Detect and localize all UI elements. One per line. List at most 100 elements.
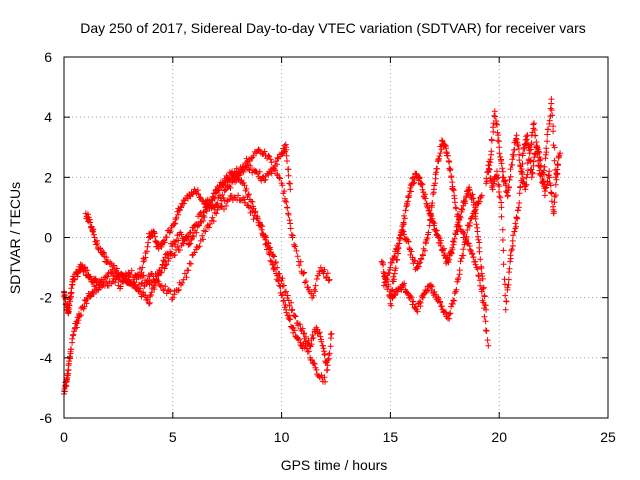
data-point [131,279,138,286]
data-point [384,286,391,293]
data-point [516,200,523,206]
data-point [523,181,530,188]
data-point [462,198,469,205]
data-point [548,190,555,197]
data-point [446,159,453,165]
data-point [220,194,227,201]
data-point [267,257,274,264]
data-point [456,216,462,223]
data-point [163,234,170,241]
data-point [526,150,533,157]
data-point [449,186,456,193]
data-point [97,246,104,252]
data-point [451,235,458,242]
data-point [389,259,395,266]
data-point [256,168,263,175]
data-point [184,237,190,244]
data-point [537,156,544,163]
data-point [99,281,106,287]
data-point [166,229,173,236]
data-point [456,223,463,230]
data-point [378,258,385,265]
data-point [76,313,83,320]
data-point [315,330,322,337]
data-point [400,220,407,227]
data-point [286,217,293,224]
data-point [410,180,417,187]
data-point [401,231,408,238]
data-point [515,207,522,214]
data-point [522,183,529,189]
data-point [448,174,455,181]
data-point [451,239,457,245]
data-point [512,220,519,227]
data-point [221,206,227,213]
data-point [551,199,558,206]
data-point [516,157,523,164]
data-point [481,313,488,320]
data-point [436,153,443,160]
data-point [117,283,124,290]
data-point [487,175,494,182]
data-point [419,181,426,188]
data-point [69,335,76,342]
data-point [312,282,319,289]
data-point [452,199,458,206]
data-point [416,174,423,181]
data-point [496,183,503,190]
data-point [155,271,162,278]
data-point [185,267,192,274]
data-point [539,169,546,176]
data-point [470,195,477,202]
data-point [496,144,503,151]
data-point [274,171,280,177]
data-point [536,157,543,164]
data-point [495,174,502,181]
data-point [421,247,428,254]
data-point [144,296,151,303]
data-point [494,175,501,182]
data-point [200,236,206,243]
data-point [276,174,283,181]
data-point [213,210,220,217]
data-point [146,299,153,306]
data-point [291,312,298,319]
data-point [405,238,412,245]
data-point [496,150,503,157]
data-point [392,254,398,261]
data-point [68,285,75,292]
y-tick-label: 2 [44,169,52,185]
data-point [321,374,328,381]
data-point [128,267,135,274]
data-point [65,367,72,374]
data-point [545,126,552,133]
data-point [158,269,165,276]
data-point [488,148,495,155]
data-point [159,262,166,269]
data-point [87,219,94,226]
data-point [518,177,525,184]
data-point [263,234,270,241]
data-point [324,270,331,277]
data-point [73,324,80,331]
y-tick-label: 0 [44,230,52,246]
data-point [446,256,453,263]
data-point [510,232,517,239]
data-point [513,135,519,142]
data-point [281,289,288,296]
data-point [219,191,226,198]
data-point [437,237,444,244]
data-point [490,124,496,131]
data-point [416,298,423,305]
data-point [472,261,479,268]
data-point [321,351,328,357]
data-point [520,144,527,151]
data-point [265,152,272,159]
data-point [518,166,525,172]
data-point [410,298,417,305]
data-point [500,168,506,175]
data-point [84,211,91,218]
tick-labels: 0 5 10 15 20 25 -6 -4 -2 0 2 4 6 [40,49,616,445]
data-point [506,177,513,183]
data-point [517,183,524,190]
